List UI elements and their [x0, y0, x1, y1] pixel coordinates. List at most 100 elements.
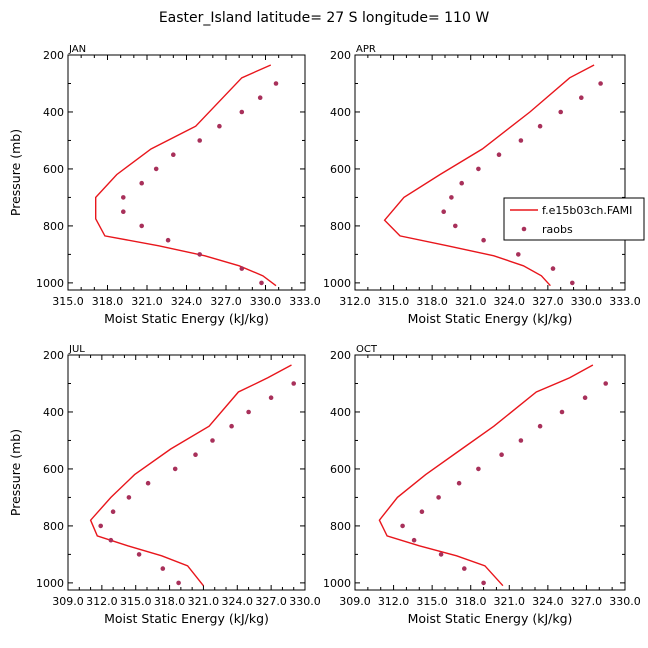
- x-tick-label: 327.0: [571, 595, 603, 608]
- raobs-point: [153, 166, 159, 172]
- raobs-point: [603, 381, 608, 386]
- y-tick-label: 600: [43, 163, 64, 176]
- panel-apr: APR 312.0 315.0 318.0 321.0 324.0 327.0 330.0 33…: [323, 44, 645, 326]
- raobs-point: [217, 123, 222, 129]
- raobs-point: [145, 480, 151, 486]
- y-tick-label: 200: [43, 49, 64, 62]
- raobs-point: [239, 109, 245, 115]
- x-tick-label: 321.0: [494, 595, 526, 608]
- raobs-point: [139, 180, 144, 186]
- y-tick-label: 400: [330, 406, 351, 419]
- panel-jan: JAN 315.0 318.0 321.0 324.0 327.0 330.0 333.0 20…: [8, 44, 321, 326]
- y-tick-label: 1000: [36, 277, 64, 290]
- x-tick-label: 327.0: [210, 295, 242, 308]
- raobs-point: [108, 537, 114, 543]
- raobs-point: [257, 95, 263, 100]
- x-tick-label: 324.0: [532, 595, 564, 608]
- raobs-point: [165, 237, 171, 243]
- raobs-point: [110, 509, 116, 514]
- x-tick-label: 330.0: [571, 295, 603, 308]
- raobs-point: [456, 480, 462, 486]
- legend-box: [503, 197, 645, 241]
- raobs-point: [476, 166, 481, 172]
- y-axis-title: Pressure (mb): [8, 129, 23, 216]
- raobs-point: [197, 252, 202, 257]
- raobs-point: [172, 466, 178, 472]
- x-axis-title: Moist Static Energy (kJ/kg): [408, 311, 573, 326]
- legend-label-model: f.e15b03ch.FAMI: [542, 204, 632, 217]
- plot-frame: [67, 354, 306, 591]
- x-tick-label: 321.0: [188, 595, 220, 608]
- x-tick-label: 315.0: [52, 295, 84, 308]
- model-profile-line: [94, 64, 277, 287]
- raobs-point: [481, 580, 486, 586]
- x-tick-label: 315.0: [120, 595, 152, 608]
- raobs-point: [518, 438, 524, 443]
- y-tick-label: 800: [43, 220, 64, 233]
- raobs-point: [598, 81, 603, 86]
- x-tick-label: 315.0: [378, 295, 410, 308]
- x-tick-label: 330.0: [609, 595, 641, 608]
- raobs-point: [579, 95, 584, 100]
- raobs-point: [476, 466, 481, 472]
- raobs-point: [537, 123, 543, 129]
- y-tick-label: 1000: [323, 277, 351, 290]
- raobs-point: [537, 423, 543, 429]
- x-tick-label: 327.0: [532, 295, 564, 308]
- x-tick-label: 312.0: [339, 295, 371, 308]
- y-tick-label: 600: [43, 463, 64, 476]
- y-tick-label: 800: [330, 520, 351, 533]
- x-tick-label: 312.0: [378, 595, 410, 608]
- panel-label: APR: [356, 44, 376, 55]
- y-tick-label: 200: [330, 49, 351, 62]
- plot-frame: [354, 54, 626, 291]
- raobs-point: [121, 195, 126, 200]
- raobs-point: [438, 552, 444, 557]
- raobs-point: [126, 495, 132, 500]
- legend-label-obs: raobs: [542, 223, 573, 236]
- raobs-point: [239, 266, 245, 271]
- raobs-point: [193, 452, 198, 458]
- raobs-point: [499, 452, 504, 458]
- raobs-point: [516, 252, 521, 257]
- panel-label: JUL: [68, 344, 85, 355]
- x-tick-label: 309.0: [339, 595, 371, 608]
- raobs-point: [160, 566, 166, 571]
- x-tick-label: 321.0: [455, 295, 487, 308]
- y-tick-label: 600: [330, 163, 351, 176]
- raobs-point: [550, 266, 556, 271]
- x-tick-label: 330.0: [289, 595, 321, 608]
- x-tick-label: 318.0: [154, 595, 186, 608]
- x-tick-label: 312.0: [86, 595, 118, 608]
- raobs-point: [136, 552, 142, 557]
- x-tick-label: 333.0: [289, 295, 321, 308]
- raobs-point: [197, 138, 202, 143]
- raobs-point: [176, 580, 181, 586]
- raobs-point: [481, 237, 486, 243]
- raobs-point: [496, 152, 502, 157]
- raobs-point: [273, 81, 279, 86]
- legend-dot-swatch: [521, 226, 527, 232]
- raobs-point: [259, 280, 264, 286]
- y-tick-label: 200: [43, 349, 64, 362]
- raobs-point: [559, 409, 565, 415]
- x-tick-label: 321.0: [131, 295, 163, 308]
- panel-oct: OCT 309.0 312.0 315.0 318.0 321.0 324.0 327.0 33…: [323, 344, 641, 626]
- raobs-point: [121, 209, 126, 214]
- raobs-point: [459, 180, 465, 186]
- y-tick-label: 400: [43, 406, 64, 419]
- raobs-point: [98, 523, 103, 529]
- raobs-point: [419, 509, 425, 514]
- y-axis-title: Pressure (mb): [8, 429, 23, 516]
- raobs-point: [171, 152, 176, 157]
- x-tick-label: 327.0: [255, 595, 287, 608]
- x-axis-title: Moist Static Energy (kJ/kg): [408, 611, 573, 626]
- raobs-point: [411, 537, 417, 543]
- raobs-point: [462, 566, 467, 571]
- raobs-point: [210, 438, 215, 443]
- y-tick-label: 1000: [36, 577, 64, 590]
- plot-frame: [67, 54, 306, 291]
- raobs-point: [400, 523, 405, 529]
